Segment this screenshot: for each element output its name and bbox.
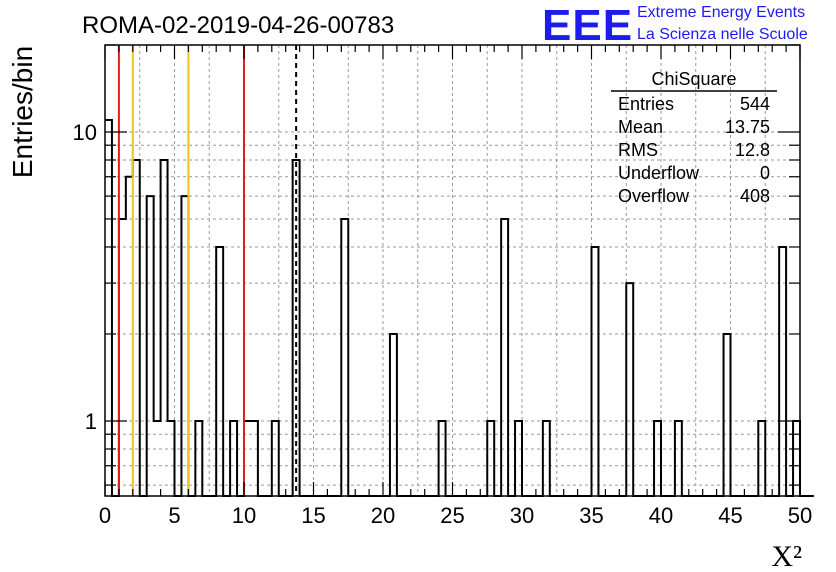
x-tick-label: 15 <box>301 503 325 528</box>
histogram-bin <box>626 283 633 496</box>
stats-label: Overflow <box>618 186 690 206</box>
histogram-bin <box>758 421 765 496</box>
chart-title: ROMA-02-2019-04-26-00783 <box>82 12 394 39</box>
x-tick-label: 0 <box>99 503 111 528</box>
stats-label: Mean <box>618 117 663 137</box>
histogram-bin <box>119 219 126 496</box>
x-tick-label: 50 <box>788 503 812 528</box>
x-tick-label: 45 <box>718 503 742 528</box>
histogram-bin <box>251 421 258 496</box>
grid-lines <box>105 45 800 496</box>
logo-text: EEE <box>542 1 633 50</box>
x-tick-label: 40 <box>649 503 673 528</box>
stats-value: 0 <box>760 163 770 183</box>
histogram-bin <box>543 421 550 496</box>
histogram-bin <box>147 196 154 496</box>
stats-label: Underflow <box>618 163 700 183</box>
histogram-bin <box>230 421 237 496</box>
histogram-bin <box>501 219 508 496</box>
stats-label: RMS <box>618 140 658 160</box>
histogram-bin <box>779 247 786 496</box>
reference-lines <box>117 45 298 496</box>
histogram-bin <box>654 421 661 496</box>
y-tick-label: 1 <box>85 409 97 434</box>
tick-labels: 0 5 10 15 20 25 30 35 40 45 50 1 10 <box>73 120 813 528</box>
histogram-bin <box>675 421 682 496</box>
stats-value: 544 <box>740 94 770 114</box>
x-tick-label: 35 <box>579 503 603 528</box>
x-axis-label: X² <box>771 540 802 572</box>
stats-rows: Entries 544 Mean 13.75 RMS 12.8 Underflow 0 Over… <box>618 94 770 206</box>
histogram-bin <box>272 421 279 496</box>
histogram-bin <box>126 177 133 496</box>
histogram-bin <box>168 421 175 496</box>
stats-label: Entries <box>618 94 674 114</box>
histogram-bin <box>181 196 188 496</box>
x-tick-label: 5 <box>168 503 180 528</box>
x-tick-label: 25 <box>440 503 464 528</box>
histogram-bin <box>390 334 397 496</box>
stats-box: ChiSquare Entries 544 Mean 13.75 RMS 12.8 Unde… <box>611 69 777 206</box>
histogram-bin <box>195 421 202 496</box>
stats-value: 408 <box>740 186 770 206</box>
histogram-bin <box>161 160 168 496</box>
histogram-bin <box>515 421 522 496</box>
histogram-bin <box>439 421 446 496</box>
logo-line-2: La Scienza nelle Scuole <box>637 26 808 43</box>
histogram-bin <box>487 421 494 496</box>
histogram-bin <box>592 247 599 496</box>
logo-line-1: Extreme Energy Events <box>637 4 805 21</box>
histogram-bin <box>341 219 348 496</box>
stats-title: ChiSquare <box>651 69 736 89</box>
stats-value: 12.8 <box>735 140 770 160</box>
axes <box>104 44 801 497</box>
stats-value: 13.75 <box>725 117 770 137</box>
histogram-bin <box>216 247 223 496</box>
eee-logo: EEE Extreme Energy Events La Scienza nel… <box>542 1 808 50</box>
y-axis-label: Entries/bin <box>7 46 38 178</box>
x-tick-label: 10 <box>232 503 256 528</box>
x-tick-label: 30 <box>510 503 534 528</box>
y-tick-label: 10 <box>73 120 97 145</box>
histogram-bin <box>724 334 731 496</box>
histogram-bin <box>133 160 140 496</box>
histogram-bin <box>154 421 161 496</box>
x-tick-label: 20 <box>371 503 395 528</box>
histogram-bin <box>244 421 251 496</box>
